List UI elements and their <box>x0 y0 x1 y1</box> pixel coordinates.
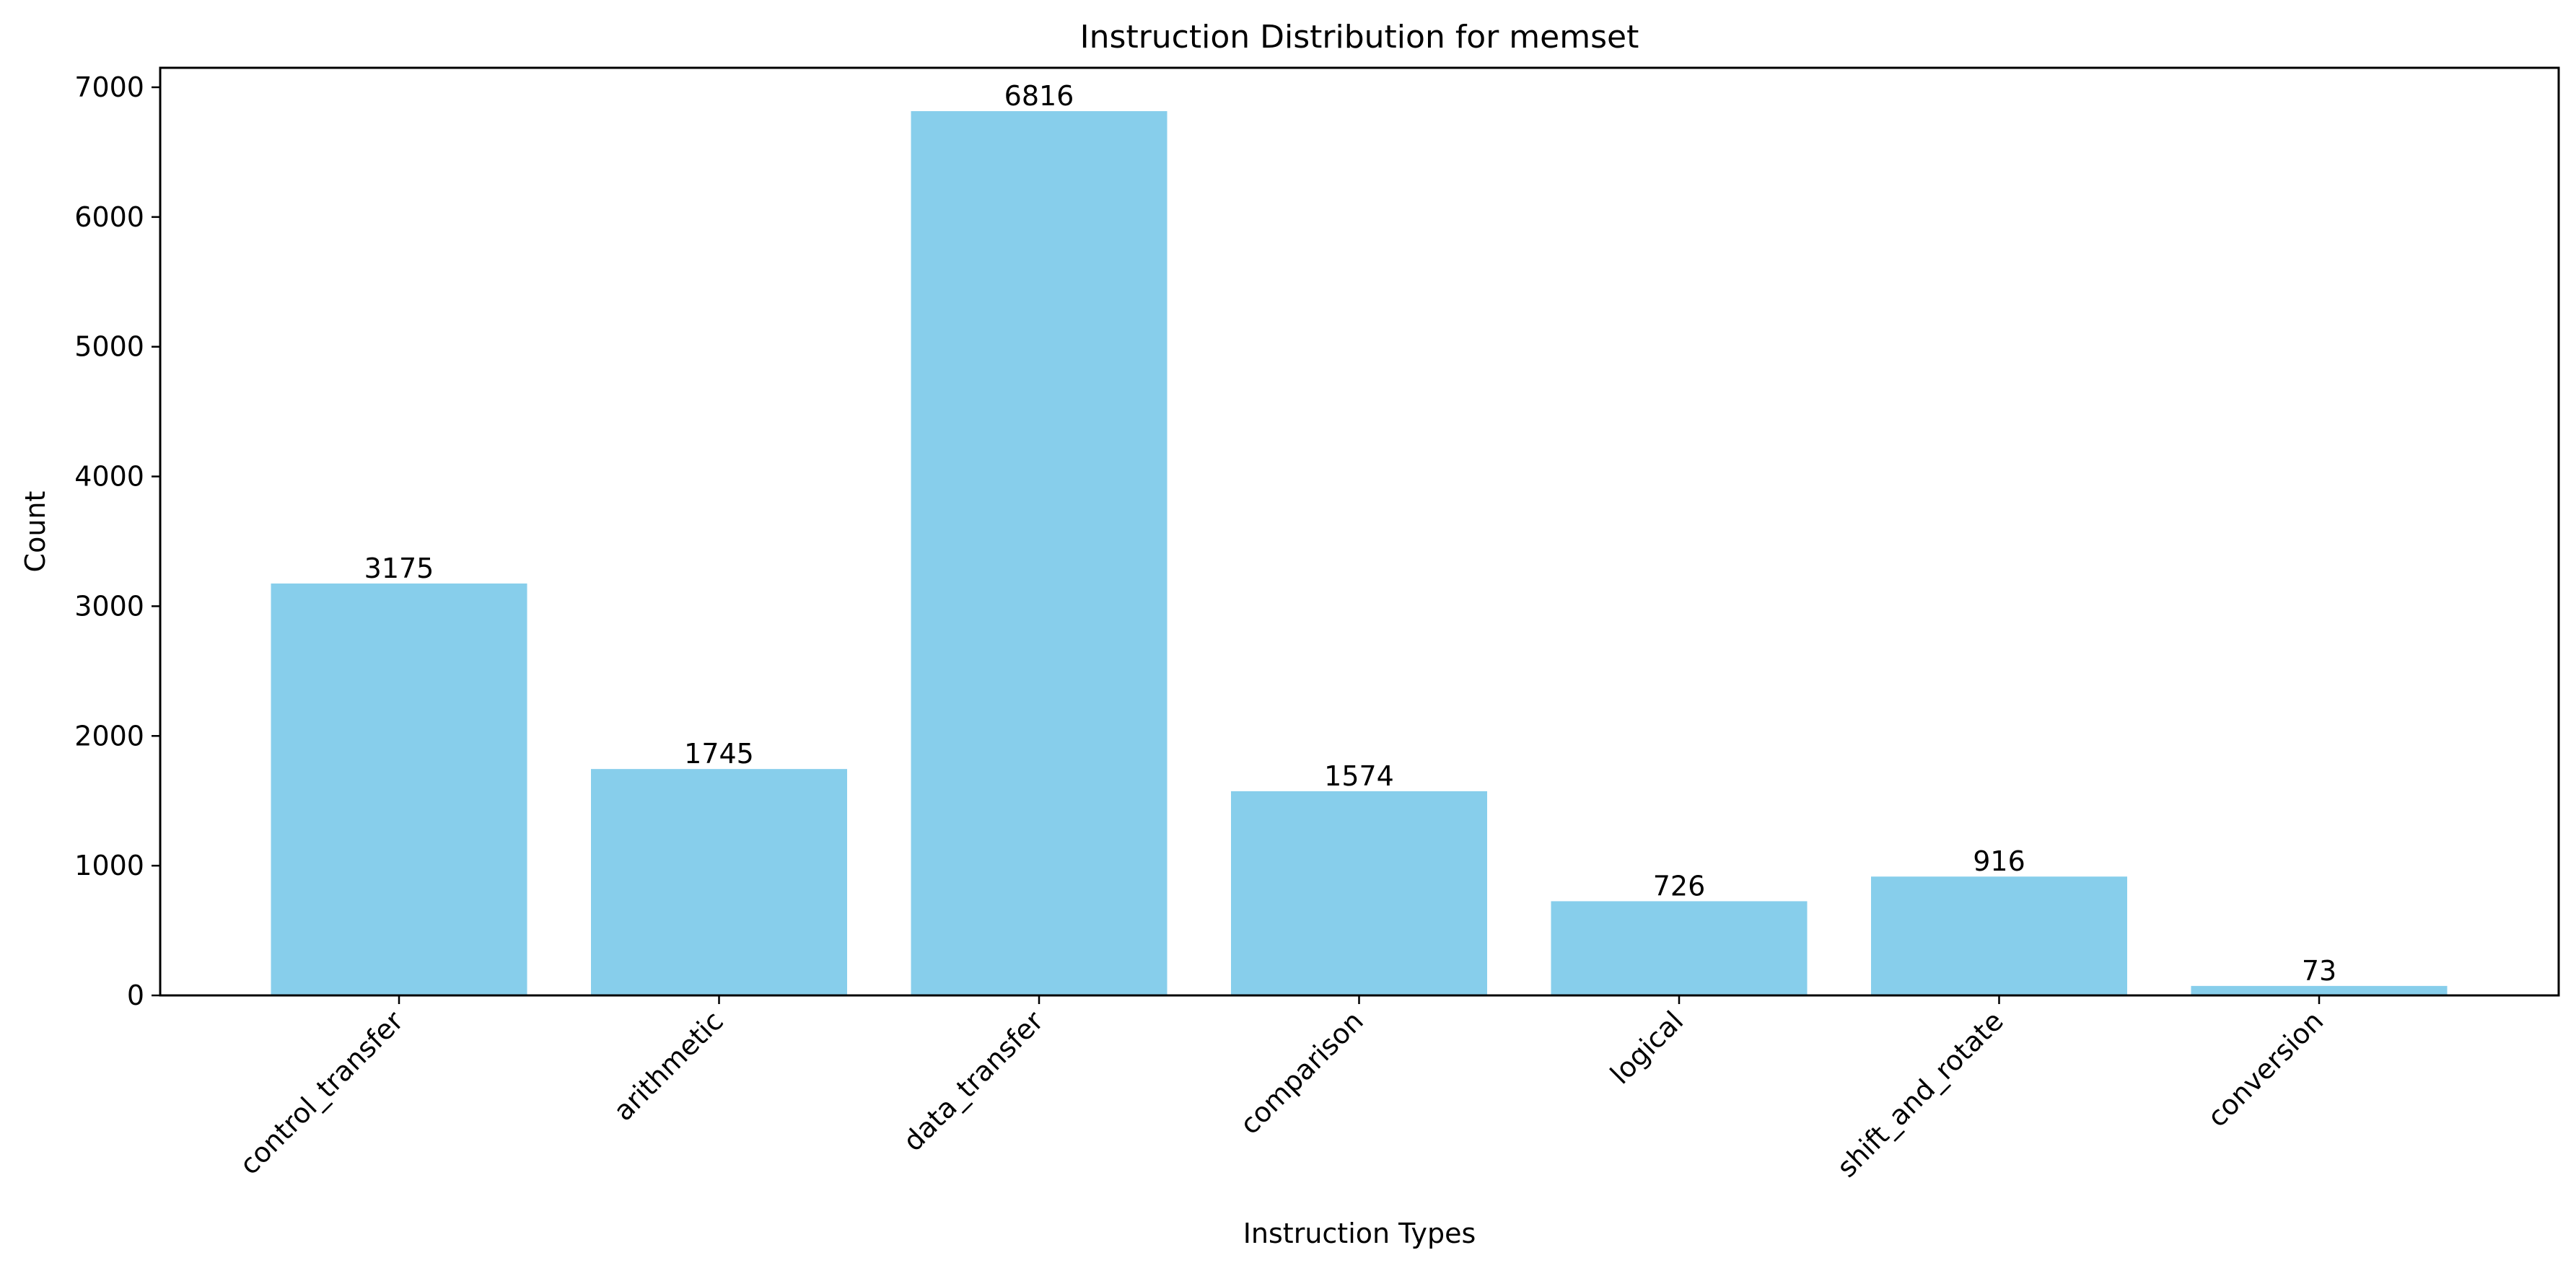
y-tick-label: 4000 <box>74 461 144 493</box>
bar-conversion <box>2191 985 2448 995</box>
plot-frame <box>159 66 2560 997</box>
bars-layer <box>271 111 2448 996</box>
x-tick-label: shift_and_rotate <box>1831 1005 2010 1184</box>
y-tick-label: 7000 <box>74 71 144 103</box>
bar-arithmetic <box>591 769 847 995</box>
y-axis-title: Count <box>19 491 51 573</box>
bar-value-label: 916 <box>1973 845 2025 877</box>
y-tick-label: 3000 <box>74 590 144 622</box>
y-tick-label: 5000 <box>74 331 144 363</box>
bar-value-label: 1745 <box>684 738 754 770</box>
value-labels-layer: 3175 1745 6816 1574 726 916 73 <box>364 80 2337 987</box>
x-axis: control_transfer arithmetic data_transfer c… <box>234 995 2330 1184</box>
y-axis: 0 1000 2000 3000 4000 5000 6000 7000 <box>74 71 160 1011</box>
y-tick-label: 0 <box>127 980 144 1011</box>
bar-comparison <box>1231 791 1487 995</box>
bar-logical <box>1551 901 1808 995</box>
x-tick-label: comparison <box>1234 1005 1370 1140</box>
bar-shift-and-rotate <box>1871 876 2127 995</box>
x-axis-title: Instruction Types <box>1243 1218 1476 1249</box>
bar-control-transfer <box>271 583 527 995</box>
x-tick-label: data_transfer <box>897 1005 1049 1157</box>
x-tick-label: logical <box>1604 1005 1689 1090</box>
bar-data-transfer <box>911 111 1167 996</box>
x-tick-label: conversion <box>2202 1005 2330 1133</box>
y-tick-label: 2000 <box>74 720 144 752</box>
bar-value-label: 73 <box>2302 955 2336 987</box>
bar-value-label: 726 <box>1653 870 1706 902</box>
chart-title: Instruction Distribution for memset <box>1080 19 1639 56</box>
bar-value-label: 6816 <box>1004 80 1074 112</box>
x-tick-label: arithmetic <box>608 1005 730 1127</box>
y-tick-label: 6000 <box>74 201 144 233</box>
bar-value-label: 1574 <box>1324 760 1394 792</box>
y-tick-label: 1000 <box>74 850 144 881</box>
x-tick-label: control_transfer <box>234 1005 410 1181</box>
bar-value-label: 3175 <box>364 553 434 584</box>
